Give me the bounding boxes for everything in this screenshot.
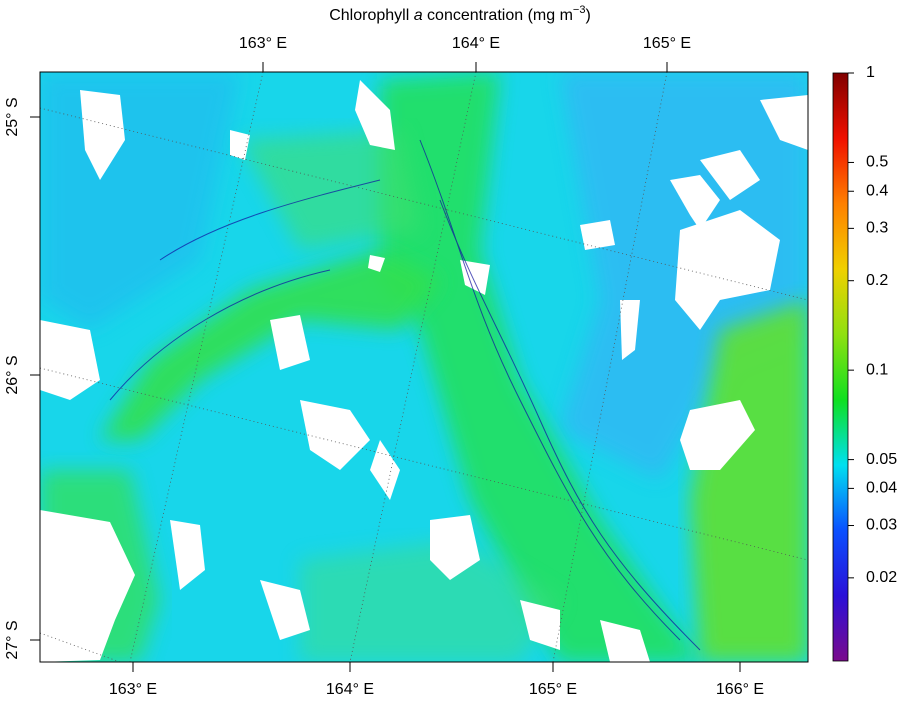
map-frame [39,71,809,663]
colorbar-tick-label: 0.2 [866,272,888,289]
colorbar-tick-label: 0.1 [866,361,888,378]
colorbar-tick-label: 0.05 [866,451,897,468]
top-label: 165° E [643,35,691,52]
bottom-label: 166° E [716,681,764,698]
colorbar-tick-label: 0.3 [866,220,888,237]
left-label: 26° S [4,355,21,394]
bottom-label: 163° E [109,681,157,698]
satellite-image [40,72,808,662]
bottom-label: 165° E [529,681,577,698]
title: Chlorophyll a concentration (mg m−3) [329,4,591,24]
bottom-label: 164° E [326,681,374,698]
colorbar-tick-label: 0.5 [866,154,888,171]
colorbar-tick-label: 0.02 [866,569,897,586]
top-label: 164° E [452,35,500,52]
colorbar-tick-label: 1 [866,64,875,81]
left-label: 25° S [4,97,21,136]
left-label: 27° S [4,620,21,659]
colorbar-tick-label: 0.03 [866,517,897,534]
colorbar [832,72,849,662]
colorbar-tick-label: 0.04 [866,480,897,497]
top-label: 163° E [239,35,287,52]
colorbar-tick-label: 0.4 [866,182,888,199]
